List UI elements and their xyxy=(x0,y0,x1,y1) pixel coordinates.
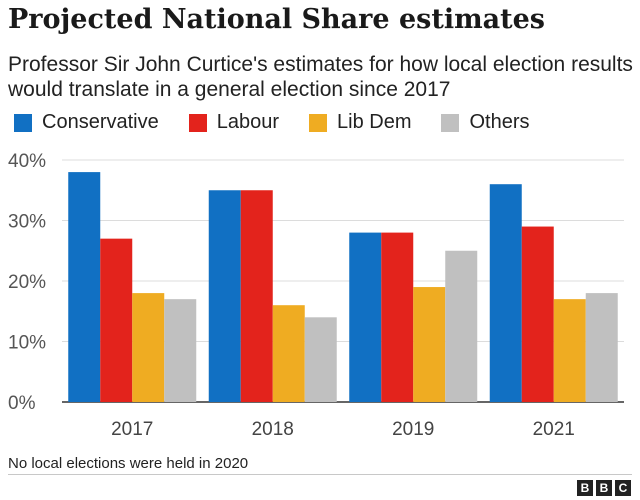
bar-others xyxy=(304,317,337,402)
bar-lib-dem xyxy=(272,305,305,402)
bar-conservative xyxy=(349,232,382,402)
bar-others xyxy=(164,299,197,402)
legend-swatch-conservative xyxy=(14,113,32,132)
y-tick-label: 10% xyxy=(8,333,46,354)
legend-label-others: Others xyxy=(469,111,530,133)
legend-item-labour: Labour xyxy=(188,111,279,134)
bar-labour xyxy=(381,232,414,402)
legend: Conservative Labour Lib Dem Others xyxy=(14,111,560,134)
y-tick-label: 40% xyxy=(8,151,46,172)
x-tick-label: 2021 xyxy=(533,419,575,440)
bar-conservative xyxy=(68,172,101,402)
bbc-logo-letter: B xyxy=(596,480,612,496)
bbc-logo: B B C xyxy=(574,480,631,496)
bar-others xyxy=(585,293,618,402)
footer-divider xyxy=(8,474,632,475)
chart-subtitle: Professor Sir John Curtice's estimates f… xyxy=(8,53,633,101)
chart-title: Projected National Share estimates xyxy=(8,4,545,35)
legend-swatch-others xyxy=(441,113,460,132)
bar-lib-dem xyxy=(132,293,165,402)
y-tick-label: 20% xyxy=(8,272,46,293)
legend-label-lib-dem: Lib Dem xyxy=(337,111,412,133)
legend-swatch-lib-dem xyxy=(309,113,327,132)
bar-lib-dem xyxy=(413,287,446,402)
bar-conservative xyxy=(489,184,522,402)
bar-conservative xyxy=(208,190,241,402)
y-tick-label: 0% xyxy=(8,393,36,414)
x-tick-label: 2018 xyxy=(252,419,294,440)
legend-label-labour: Labour xyxy=(216,111,279,133)
bar-labour xyxy=(240,190,273,402)
bar-labour xyxy=(521,226,554,402)
y-tick-label: 30% xyxy=(8,212,46,233)
bar-labour xyxy=(100,238,133,402)
x-tick-label: 2017 xyxy=(111,419,153,440)
bbc-logo-letter: C xyxy=(615,480,631,496)
x-tick-label: 2019 xyxy=(392,419,434,440)
legend-label-conservative: Conservative xyxy=(42,111,159,133)
legend-item-others: Others xyxy=(441,111,530,134)
bbc-logo-letter: B xyxy=(577,480,593,496)
bar-others xyxy=(445,250,478,402)
footnote: No local elections were held in 2020 xyxy=(8,455,249,472)
legend-item-lib-dem: Lib Dem xyxy=(309,111,411,134)
legend-swatch-labour xyxy=(188,113,207,132)
bar-lib-dem xyxy=(553,299,586,402)
legend-item-conservative: Conservative xyxy=(14,111,159,134)
